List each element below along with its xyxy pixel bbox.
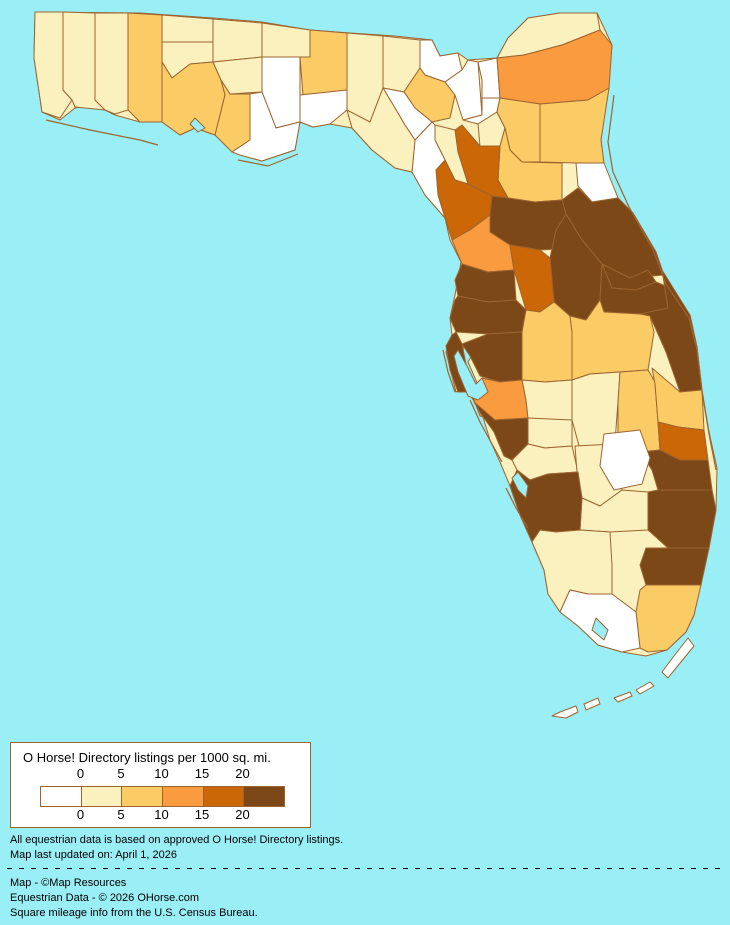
last-updated-note: Map last updated on: April 1, 2026 — [10, 849, 177, 861]
middle-keys-island — [635, 681, 655, 695]
legend-swatch-3 — [163, 787, 204, 806]
county-miami-dade[interactable] — [635, 584, 702, 653]
lee-barrier — [505, 487, 529, 529]
santa-rosa-island — [45, 119, 159, 146]
legend-tick-label: 15 — [194, 807, 210, 822]
barrier-islands — [45, 94, 717, 529]
counties — [33, 11, 717, 653]
legend-swatch-5 — [244, 787, 285, 806]
county-holmes[interactable] — [161, 14, 214, 43]
legend-tick-label: 20 — [235, 807, 250, 822]
legend-tick-label: 10 — [154, 766, 169, 781]
sarasota-barrier — [469, 399, 503, 463]
pinellas-barrier — [442, 349, 456, 393]
county-taylor[interactable] — [346, 87, 416, 173]
county-jackson[interactable] — [212, 18, 263, 63]
county-franklin[interactable] — [231, 91, 301, 162]
key-largo-island — [661, 637, 695, 679]
middle-keys-island-2 — [613, 691, 633, 703]
lower-keys-island — [583, 697, 601, 711]
legend-tick-label: 0 — [76, 766, 85, 781]
county-hardee[interactable] — [521, 379, 573, 423]
tampa-bay — [453, 349, 489, 401]
legend-swatch-4 — [203, 787, 245, 806]
st-george-island — [237, 153, 299, 167]
legend-tick-label: 10 — [154, 807, 169, 822]
county-monroe[interactable] — [559, 589, 641, 653]
county-dixie[interactable] — [411, 121, 446, 219]
county-gadsden[interactable] — [261, 22, 311, 58]
county-walton[interactable] — [127, 12, 163, 123]
water-features — [189, 117, 609, 641]
county-polk[interactable] — [521, 301, 573, 383]
atlantic-lagoon-line — [607, 94, 717, 471]
legend-swatch-2 — [122, 787, 164, 806]
data-credit: Equestrian Data - © 2026 OHorse.com — [10, 892, 200, 904]
st-andrew-bay — [189, 117, 206, 133]
legend-title: O Horse! Directory listings per 1000 sq.… — [23, 750, 271, 765]
dashed-separator — [7, 868, 723, 869]
lower-keys-island-2 — [551, 705, 579, 719]
county-desoto[interactable] — [527, 417, 573, 449]
data-source-note: All equestrian data is based on approved… — [10, 834, 344, 846]
county-palm-beach[interactable] — [647, 489, 717, 549]
legend: O Horse! Directory listings per 1000 sq.… — [10, 742, 311, 828]
legend-swatch-0 — [41, 787, 82, 806]
legend-tick-label: 15 — [194, 766, 210, 781]
county-brevard[interactable] — [639, 269, 703, 393]
county-pasco[interactable] — [449, 295, 527, 335]
county-broward[interactable] — [639, 547, 710, 586]
legend-tick-label: 0 — [76, 807, 85, 822]
legend-color-bar — [40, 786, 285, 807]
florida-keys — [551, 637, 695, 719]
whitewater-bay — [591, 617, 609, 641]
lake-okeechobee — [599, 429, 651, 491]
charlotte-harbor — [511, 471, 529, 499]
legend-tick-label: 20 — [235, 766, 250, 781]
census-credit: Square mileage info from the U.S. Census… — [10, 907, 258, 919]
map-credit: Map - ©Map Resources — [10, 877, 127, 889]
legend-tick-label: 5 — [117, 766, 125, 781]
county-columbia[interactable] — [444, 59, 483, 121]
legend-tick-label: 5 — [117, 807, 125, 822]
legend-swatch-1 — [81, 787, 123, 806]
county-calhoun[interactable] — [212, 56, 263, 95]
county-okaloosa[interactable] — [94, 12, 129, 115]
